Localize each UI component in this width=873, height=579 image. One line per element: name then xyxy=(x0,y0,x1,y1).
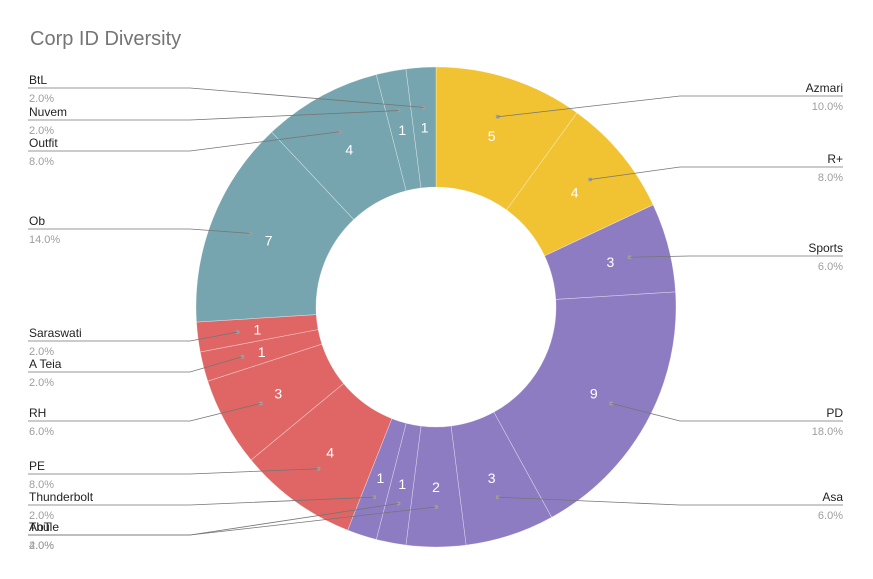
leader-line-azmari xyxy=(497,95,843,118)
leader-line-rh xyxy=(28,402,261,422)
slice-value-pe: 4 xyxy=(326,445,334,461)
legend-percent-ob: 14.0% xyxy=(29,234,60,246)
legend-percent-btl: 2.0% xyxy=(29,93,54,105)
legend-percent-outfit: 8.0% xyxy=(29,156,54,168)
leader-line-sports xyxy=(629,255,843,258)
leader-line-r- xyxy=(590,166,843,180)
leader-line-thunderbolt xyxy=(28,496,375,506)
legend-percent-aot: 2.0% xyxy=(29,540,54,552)
leader-line-aot xyxy=(28,503,399,536)
legend-labels-layer: Azmari10.0%R+8.0%Sports6.0%PD18.0%Asa6.0… xyxy=(29,73,843,552)
legend-label-pd: PD xyxy=(826,406,843,420)
legend-label-nuvem: Nuvem xyxy=(29,105,67,119)
legend-percent-r-: 8.0% xyxy=(818,172,843,184)
leader-line-saraswati xyxy=(28,331,238,342)
legend-label-sports: Sports xyxy=(808,241,843,255)
slice-value-asa: 3 xyxy=(488,470,496,486)
legend-label-btl: BtL xyxy=(29,73,47,87)
slice-value-a-teia: 1 xyxy=(258,344,266,360)
legend-label-azmari: Azmari xyxy=(806,81,843,95)
leader-line-btl xyxy=(28,87,424,108)
leader-line-outfit xyxy=(28,131,340,152)
leader-line-ob xyxy=(28,228,251,234)
slice-pd xyxy=(493,291,677,518)
leader-line-nuvem xyxy=(28,110,399,121)
legend-label-thule: Thule xyxy=(29,520,59,534)
slice-value-thunderbolt: 1 xyxy=(376,470,384,486)
slice-value-r-: 4 xyxy=(571,184,579,200)
slice-btl xyxy=(405,66,437,189)
slice-value-azmari: 5 xyxy=(488,128,496,144)
legend-label-pe: PE xyxy=(29,459,45,473)
legend-percent-thule: 4.0% xyxy=(29,540,54,552)
slice-value-saraswati: 1 xyxy=(254,322,262,338)
legend-percent-azmari: 10.0% xyxy=(812,101,843,113)
legend-label-ob: Ob xyxy=(29,214,45,228)
slice-ob xyxy=(195,131,355,323)
legend-label-thunderbolt: Thunderbolt xyxy=(29,490,94,504)
slice-value-outfit: 4 xyxy=(345,141,353,157)
leader-lines-layer xyxy=(28,87,843,536)
legend-label-outfit: Outfit xyxy=(29,136,58,150)
legend-percent-nuvem: 2.0% xyxy=(29,125,54,137)
legend-percent-pe: 8.0% xyxy=(29,479,54,491)
legend-percent-saraswati: 2.0% xyxy=(29,346,54,358)
legend-label-saraswati: Saraswati xyxy=(29,326,82,340)
legend-label-asa: Asa xyxy=(822,490,843,504)
leader-line-pd xyxy=(611,402,843,422)
leader-line-asa xyxy=(497,496,843,506)
slice-value-aot: 1 xyxy=(398,476,406,492)
legend-percent-sports: 6.0% xyxy=(818,261,843,273)
legend-label-r-: R+ xyxy=(827,152,843,166)
slice-value-pd: 9 xyxy=(590,386,598,402)
legend-percent-rh: 6.0% xyxy=(29,426,54,438)
legend-percent-asa: 6.0% xyxy=(818,510,843,522)
chart-title: Corp ID Diversity xyxy=(30,28,182,50)
slice-value-ob: 7 xyxy=(265,233,273,249)
legend-label-a-teia: A Teia xyxy=(29,357,62,371)
legend-percent-a-teia: 2.0% xyxy=(29,377,54,389)
leader-line-pe xyxy=(28,468,319,475)
legend-label-aot: AoT xyxy=(29,520,52,534)
legend-percent-pd: 18.0% xyxy=(812,426,843,438)
slice-value-rh: 3 xyxy=(274,386,282,402)
legend-percent-thunderbolt: 2.0% xyxy=(29,510,54,522)
slice-value-nuvem: 1 xyxy=(398,122,406,138)
legend-label-rh: RH xyxy=(29,406,46,420)
slice-value-sports: 3 xyxy=(606,254,614,270)
slice-value-thule: 2 xyxy=(432,479,440,495)
slice-value-btl: 1 xyxy=(421,119,429,135)
leader-line-a-teia xyxy=(28,356,243,373)
